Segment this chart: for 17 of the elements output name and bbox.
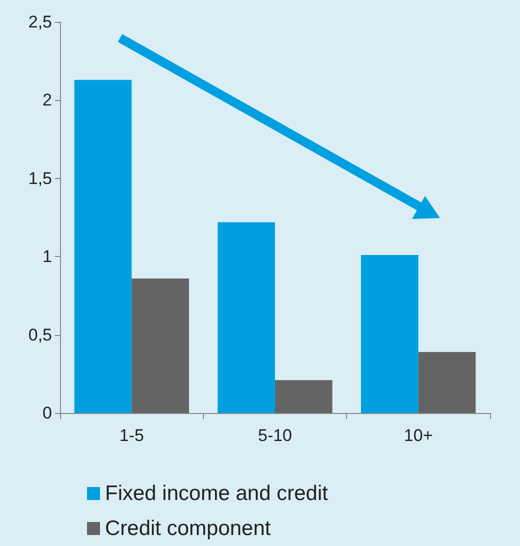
- legend-label: Credit component: [105, 517, 271, 540]
- x-tick-label: 1-5: [119, 426, 144, 445]
- bar: [74, 80, 132, 413]
- legend-label: Fixed income and credit: [105, 482, 328, 505]
- y-tick-label: 0,5: [28, 325, 52, 344]
- y-tick-label: 2: [42, 90, 52, 110]
- bar: [275, 380, 332, 413]
- y-tick-label: 2,5: [28, 12, 52, 32]
- y-tick-label: 0: [42, 404, 52, 422]
- y-tick-label: 1,5: [28, 168, 52, 188]
- y-tick-label: 1: [42, 247, 52, 266]
- x-tick-label: 5-10: [258, 426, 292, 445]
- bar: [132, 278, 189, 413]
- bar: [418, 352, 476, 413]
- bar: [361, 255, 418, 413]
- bar: [218, 222, 275, 413]
- x-tick-label: 10+: [404, 426, 433, 445]
